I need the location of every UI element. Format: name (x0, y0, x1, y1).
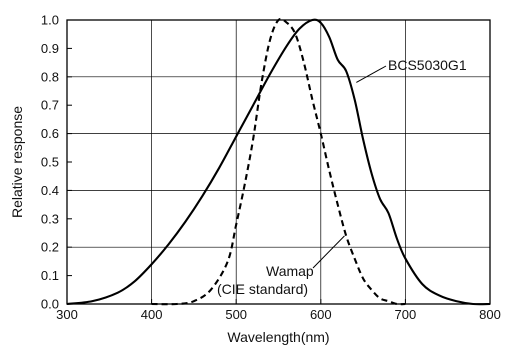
y-tick-label: 0.8 (41, 69, 59, 84)
series-bcs5030g1-line (66, 18, 491, 306)
wamap-leader-line (312, 235, 345, 269)
wamap-annotation: Wamap (266, 263, 314, 279)
x-tick-label: 800 (479, 307, 501, 322)
y-tick-label: 0.6 (41, 126, 59, 141)
y-tick-label: 0.4 (41, 183, 59, 198)
x-tick-labels: 300 400 500 600 700 800 (56, 307, 501, 322)
x-axis-label: Wavelength(nm) (227, 329, 329, 345)
series-wamap-line (151, 17, 406, 306)
x-tick-label: 500 (225, 307, 247, 322)
annotations: BCS5030G1 Wamap (CIE standard) (217, 57, 467, 297)
y-tick-label: 1.0 (41, 13, 59, 28)
y-tick-label: 0.1 (41, 268, 59, 283)
y-tick-label: 0.5 (41, 155, 59, 170)
y-axis-label: Relative response (9, 106, 25, 218)
y-tick-label: 0.0 (41, 297, 59, 312)
x-tick-label: 300 (56, 307, 78, 322)
x-tick-label: 400 (141, 307, 163, 322)
y-tick-label: 0.9 (41, 41, 59, 56)
y-tick-label: 0.3 (41, 211, 59, 226)
bcs-annotation: BCS5030G1 (388, 57, 467, 73)
x-tick-label: 600 (310, 307, 332, 322)
y-tick-labels: 0.0 0.1 0.2 0.3 0.4 0.5 0.6 0.7 0.8 0.9 1.0 (41, 13, 59, 312)
cie-standard-annotation: (CIE standard) (217, 281, 308, 297)
x-tick-label: 700 (395, 307, 417, 322)
y-tick-label: 0.2 (41, 240, 59, 255)
plot-frame (66, 19, 491, 305)
bcs-leader-line (356, 65, 387, 83)
series-layer (66, 17, 491, 306)
y-tick-label: 0.7 (41, 98, 59, 113)
